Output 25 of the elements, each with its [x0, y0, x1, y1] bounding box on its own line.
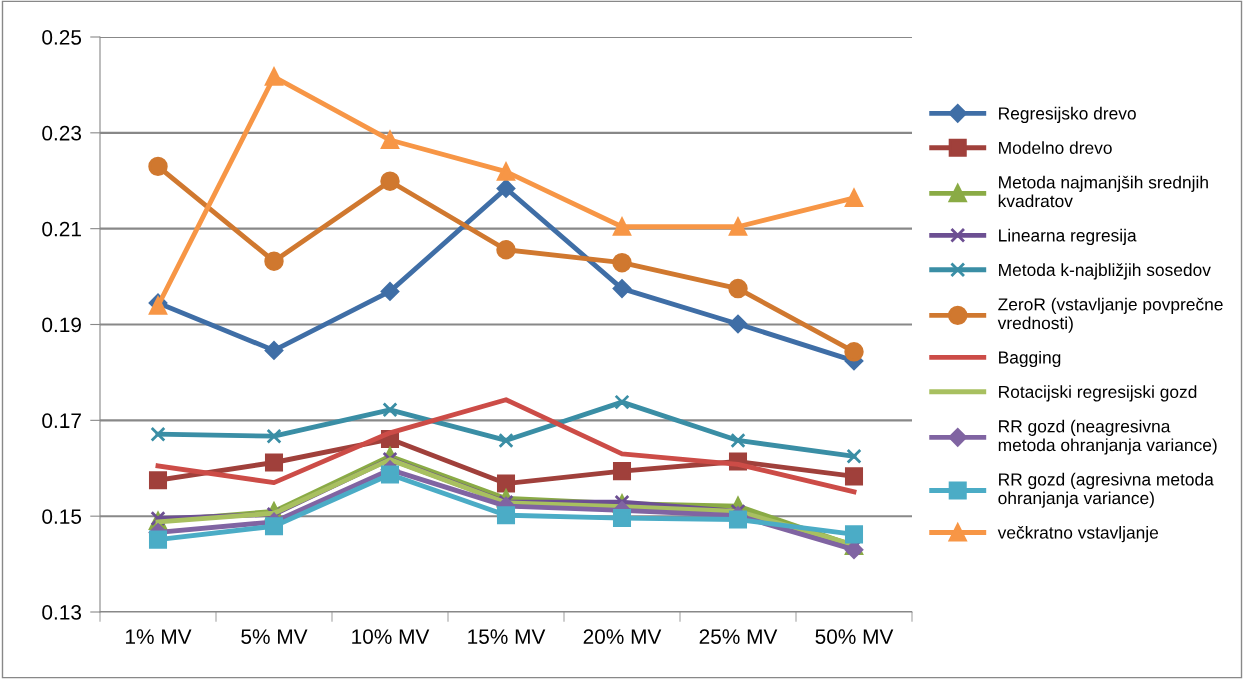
x-tick-label: 5% MV — [241, 629, 308, 644]
legend-label: Rotacijski regresijski gozd — [999, 385, 1197, 402]
x-tick-label: 20% MV — [583, 629, 662, 644]
legend-label: RR gozd (agresivna metoda ohranjanja variance) — [998, 472, 1214, 508]
legend-label: ZeroR (vstavljanje povprečne vrednosti) — [997, 297, 1223, 333]
legend-label: Metoda k-najbližjih sosedov — [999, 263, 1211, 280]
y-tick-label: 0.25 — [42, 30, 82, 45]
legend-label: Metoda najmanjših srednjih kvadratov — [998, 175, 1208, 208]
legend-label: Modelno drevo — [999, 141, 1112, 154]
legend-label: RR gozd (neagresivna metoda ohranjanja variance) — [998, 419, 1217, 455]
x-tick-label: 1% MV — [126, 629, 192, 644]
x-tick-label: 25% MV — [699, 629, 778, 644]
y-tick-label: 0.13 — [42, 605, 82, 620]
x-tick-label: 15% MV — [468, 629, 546, 644]
y-tick-label: 0.21 — [42, 221, 81, 237]
x-tick-label: 10% MV — [352, 629, 430, 644]
legend-label: Bagging — [999, 350, 1061, 368]
y-tick-label: 0.19 — [42, 317, 81, 333]
legend-label: večkratno vstavljanje — [997, 525, 1159, 543]
y-tick-label: 0.15 — [42, 509, 82, 524]
x-tick-label: 50% MV — [815, 629, 894, 644]
y-tick-label: 0.17 — [42, 413, 81, 429]
legend-label: Linearna regresija — [999, 228, 1137, 246]
y-tick-label: 0.23 — [42, 125, 82, 141]
legend-label: Regresijsko drevo — [999, 106, 1136, 124]
